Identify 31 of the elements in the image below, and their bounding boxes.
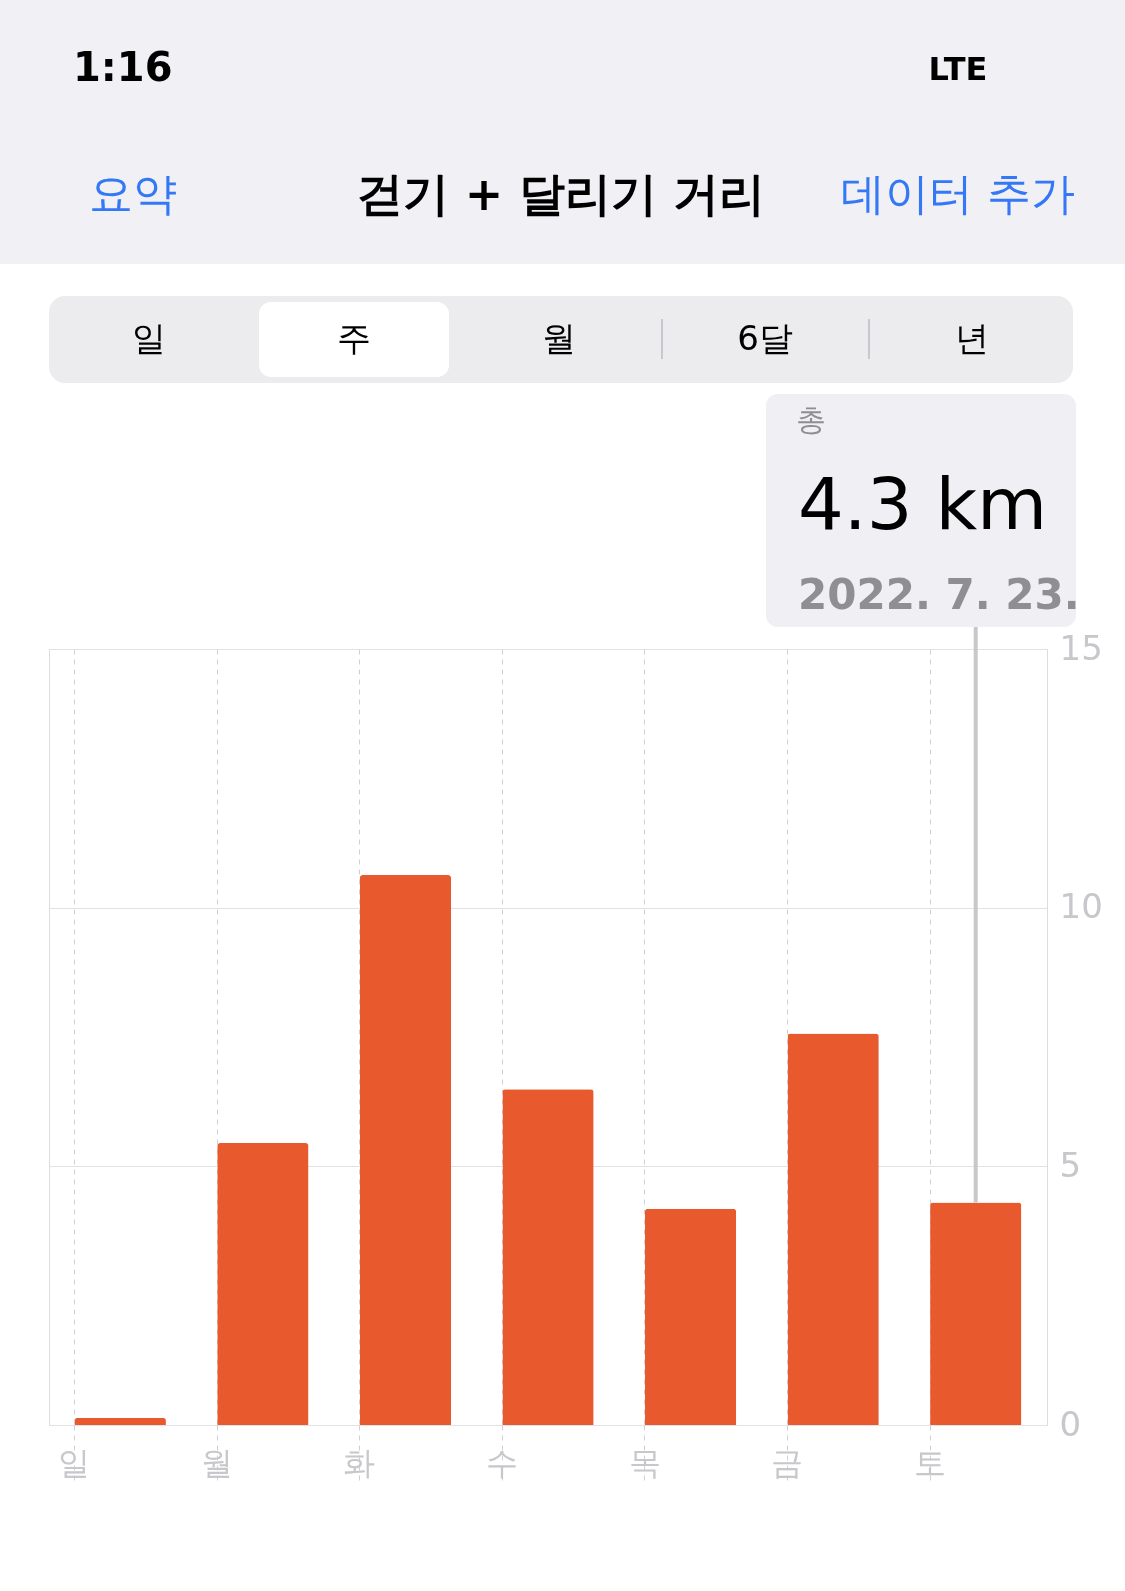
text: 일 (132, 318, 166, 358)
x-tick-label: 토 (913, 1443, 946, 1482)
x-tick-label: 목 (628, 1443, 661, 1482)
text: 주 (337, 318, 371, 358)
bar (644, 1208, 737, 1425)
y-tick-label: 15 (1059, 627, 1103, 668)
x-tick-label: 화 (343, 1443, 376, 1482)
x-tick-label: 수 (486, 1443, 518, 1482)
text: 1:16 (73, 44, 173, 90)
text: 요약 (89, 168, 177, 219)
text: 6달 (737, 318, 793, 358)
y-tick-label: 10 (1059, 886, 1103, 927)
bar (930, 1202, 1022, 1425)
bar (217, 1143, 309, 1425)
text: 총 (796, 402, 826, 437)
text: 년 (955, 318, 989, 358)
text: LTE (928, 50, 988, 88)
y-tick-label: 0 (1059, 1403, 1082, 1444)
text: 월 (542, 318, 576, 358)
text: 데이터 추가 (841, 168, 1075, 219)
bar (359, 875, 452, 1425)
bar (502, 1089, 594, 1425)
text: 4.3 km (798, 462, 1048, 546)
chart-title: 걷기 + 달리기 거리 (356, 167, 766, 221)
x-tick-label: 일 (58, 1443, 91, 1482)
bar (787, 1033, 879, 1425)
bar (74, 1417, 166, 1425)
y-tick-label: 5 (1059, 1144, 1082, 1185)
x-tick-label: 월 (200, 1443, 233, 1482)
x-tick-label: 금 (771, 1443, 804, 1482)
text: 2022. 7. 23. (798, 570, 1080, 619)
